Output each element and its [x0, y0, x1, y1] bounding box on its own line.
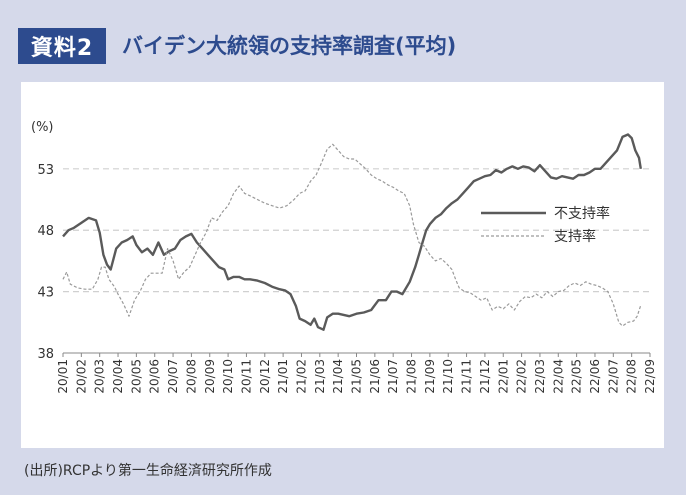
- x-tick-label: 21/04: [331, 359, 345, 394]
- x-tick-label: 20/10: [221, 359, 235, 394]
- x-tick-label: 22/05: [570, 359, 584, 394]
- x-tick-label: 20/01: [56, 359, 70, 394]
- x-tick-label: 21/02: [294, 359, 308, 394]
- x-tick-label: 22/09: [643, 359, 657, 394]
- x-tick-label: 22/04: [551, 359, 565, 394]
- material-badge: 資料2: [18, 28, 106, 64]
- x-tick-label: 22/01: [496, 359, 510, 394]
- x-tick-label: 20/07: [166, 359, 180, 394]
- x-tick-label: 22/02: [515, 359, 529, 394]
- x-tick-label: 20/06: [148, 359, 162, 394]
- y-tick-label: 53: [37, 163, 54, 178]
- y-tick-label: 43: [37, 286, 54, 301]
- x-tick-label: 20/05: [129, 359, 143, 394]
- x-tick-label: 20/04: [111, 359, 125, 394]
- x-tick-label: 22/06: [588, 359, 602, 394]
- line-chart: (%) 38 43 48 53 20/01 20/02 20/03 20/04 20/05 20/0…: [31, 120, 657, 394]
- x-tick-label: 21/09: [423, 359, 437, 394]
- x-tick-label: 20/11: [239, 359, 253, 394]
- x-tick-label: 21/08: [405, 359, 419, 394]
- chart-panel: (%) 38 43 48 53 20/01 20/02 20/03 20/04 20/05 20/0…: [21, 82, 664, 448]
- source-note: (出所)RCPより第一生命経済研究所作成: [24, 463, 272, 479]
- x-tick-label: 20/09: [203, 359, 217, 394]
- y-tick-label: 38: [37, 347, 54, 362]
- x-tick-label: 22/08: [625, 359, 639, 394]
- x-tick-label: 20/08: [184, 359, 198, 394]
- legend-label: 不支持率: [554, 205, 610, 222]
- x-tick-label: 21/03: [313, 359, 327, 394]
- legend-label: 支持率: [554, 228, 596, 245]
- x-tick-label: 20/03: [93, 359, 107, 394]
- x-tick-label: 21/10: [441, 359, 455, 394]
- header: 資料2 バイデン大統領の支持率調査(平均): [0, 0, 686, 80]
- x-tick-label: 21/06: [368, 359, 382, 394]
- x-tick-label: 21/11: [460, 359, 474, 394]
- x-tick-label: 20/02: [74, 359, 88, 394]
- x-tick-label: 22/07: [606, 359, 620, 394]
- x-tick-label: 21/12: [478, 359, 492, 394]
- chart-title: バイデン大統領の支持率調査(平均): [122, 34, 457, 58]
- x-tick-label: 22/03: [533, 359, 547, 394]
- y-axis-label: (%): [31, 120, 54, 135]
- x-tick-label: 21/07: [386, 359, 400, 394]
- series-approval-line: [62, 143, 642, 327]
- y-tick-label: 48: [37, 224, 54, 239]
- x-tick-label: 21/05: [350, 359, 364, 394]
- x-tick-label: 21/01: [276, 359, 290, 394]
- series-disapproval-line: [62, 133, 642, 331]
- x-tick-label: 20/12: [258, 359, 272, 394]
